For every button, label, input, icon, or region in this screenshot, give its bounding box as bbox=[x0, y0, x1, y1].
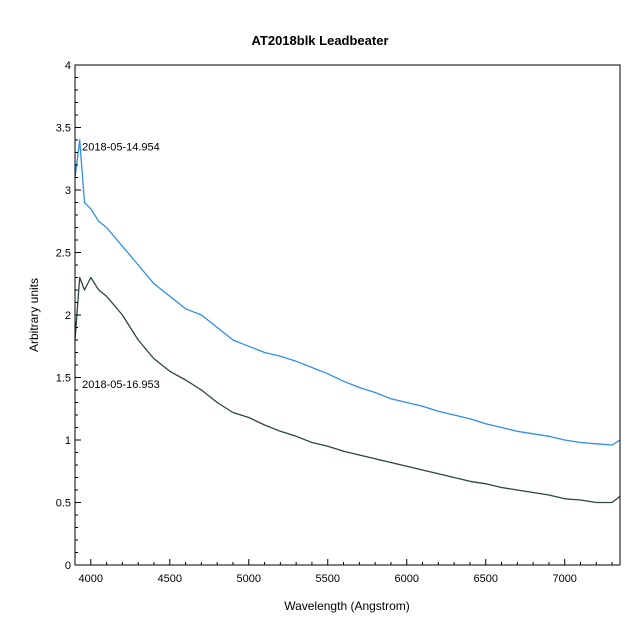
series-line-1 bbox=[74, 139, 621, 446]
y-tick-label: 1 bbox=[65, 435, 71, 447]
annotations: 2018-05-14.954 2018-05-16.953 bbox=[82, 141, 160, 391]
x-tick-label: 5000 bbox=[237, 573, 261, 585]
y-tick-label: 0.5 bbox=[56, 498, 71, 510]
series-annotation: 2018-05-14.954 bbox=[82, 141, 160, 153]
x-tick-label: 4500 bbox=[158, 573, 182, 585]
x-tick-label: 4000 bbox=[79, 573, 103, 585]
x-tick-label: 7000 bbox=[552, 573, 576, 585]
y-tick-label: 4 bbox=[65, 60, 71, 72]
x-tick-label: 5500 bbox=[316, 573, 340, 585]
y-tick-label: 2 bbox=[65, 310, 71, 322]
x-axis-label: Wavelength (Angstrom) bbox=[284, 599, 410, 613]
y-tick-label: 3.5 bbox=[56, 123, 71, 135]
plot-area bbox=[74, 139, 621, 504]
x-tick-label: 6500 bbox=[473, 573, 497, 585]
series-annotation: 2018-05-16.953 bbox=[82, 379, 160, 391]
y-tick-label: 1.5 bbox=[56, 373, 71, 385]
y-tick-label: 0 bbox=[65, 560, 71, 572]
x-tick-label: 6000 bbox=[394, 573, 418, 585]
axes: 4000 4500 5000 5500 6000 6500 7000 0 0.5 1 1.5 2 2.5… bbox=[56, 60, 613, 585]
y-tick-label: 3 bbox=[65, 185, 71, 197]
y-tick-label: 2.5 bbox=[56, 248, 71, 260]
chart-title: AT2018blk Leadbeater bbox=[251, 33, 388, 48]
series-line-2 bbox=[74, 276, 621, 504]
y-axis-label: Arbitrary units bbox=[27, 278, 41, 352]
